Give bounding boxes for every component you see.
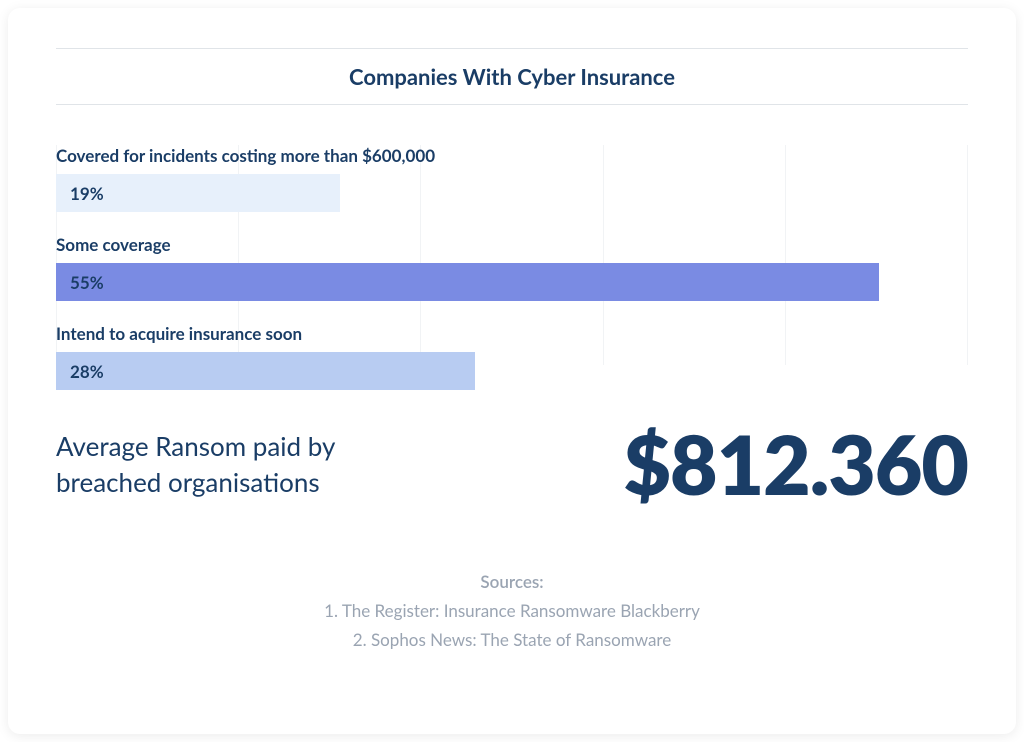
bar-group: Covered for incidents costing more than … xyxy=(56,145,968,212)
infographic-card: Companies With Cyber Insurance Covered f… xyxy=(8,8,1016,734)
bar: 28% xyxy=(56,352,475,390)
bar-track: 28% xyxy=(56,352,968,390)
bar: 19% xyxy=(56,174,340,212)
bar-label: Intend to acquire insurance soon xyxy=(56,323,968,344)
bar-track: 19% xyxy=(56,174,968,212)
bar: 55% xyxy=(56,263,879,301)
sources-block: Sources: 1. The Register: Insurance Rans… xyxy=(56,568,968,655)
sources-list: 1. The Register: Insurance Ransomware Bl… xyxy=(56,597,968,655)
source-item: 1. The Register: Insurance Ransomware Bl… xyxy=(56,597,968,626)
stat-label: Average Ransom paid by breached organisa… xyxy=(56,428,416,501)
bar-container: Covered for incidents costing more than … xyxy=(56,145,968,390)
bar-group: Intend to acquire insurance soon 28% xyxy=(56,323,968,390)
bar-group: Some coverage 55% xyxy=(56,234,968,301)
bar-chart: Covered for incidents costing more than … xyxy=(56,145,968,365)
chart-title: Companies With Cyber Insurance xyxy=(56,63,968,90)
bar-track: 55% xyxy=(56,263,968,301)
bar-label: Some coverage xyxy=(56,234,968,255)
bar-label: Covered for incidents costing more than … xyxy=(56,145,968,166)
title-wrap: Companies With Cyber Insurance xyxy=(56,48,968,105)
stat-row: Average Ransom paid by breached organisa… xyxy=(56,415,968,513)
source-item: 2. Sophos News: The State of Ransomware xyxy=(56,626,968,655)
stat-value: $812.360 xyxy=(623,415,968,513)
sources-heading: Sources: xyxy=(56,568,968,597)
